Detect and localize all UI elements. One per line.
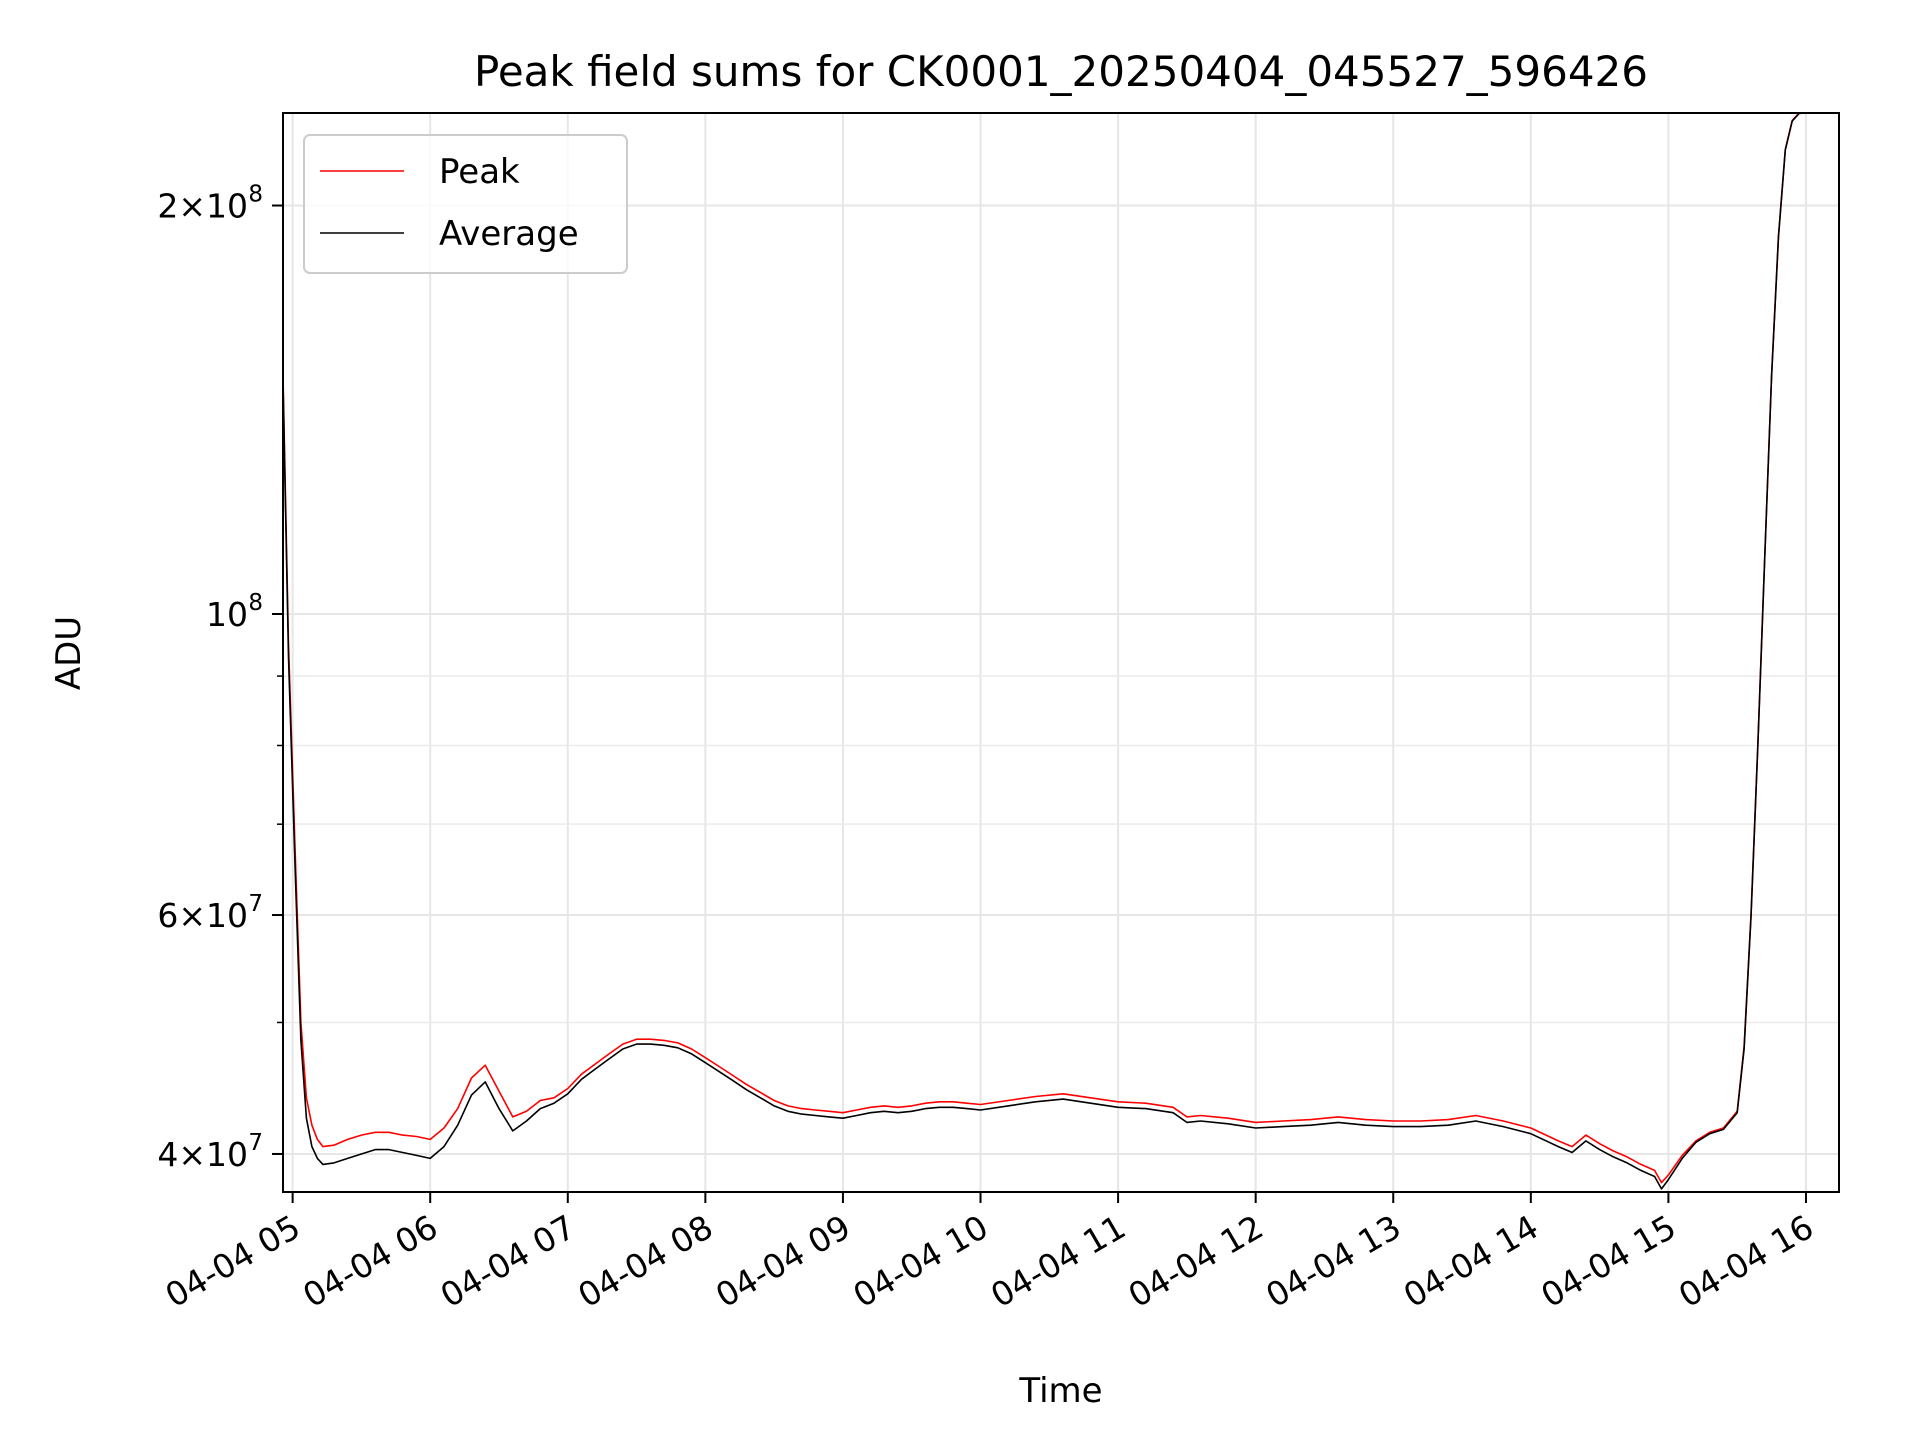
legend-label-average: Average	[439, 214, 579, 254]
y-tick-base: 2×10	[157, 187, 248, 226]
y-tick-exponent: 8	[248, 590, 263, 616]
y-tick-exponent: 7	[248, 1130, 263, 1156]
y-tick-base: 4×10	[157, 1135, 248, 1174]
y-tick-base: 6×10	[157, 896, 248, 935]
axes-frame	[282, 112, 1840, 1193]
y-tick-exponent: 8	[248, 182, 263, 208]
y-tick-label: 74×10	[157, 1130, 263, 1174]
grid	[283, 113, 1839, 1192]
y-tick-exponent: 7	[248, 891, 263, 917]
y-tick-label: 76×10	[157, 891, 263, 935]
series-line-average	[283, 113, 1807, 1190]
y-axis-label: ADU	[49, 616, 89, 690]
y-tick-base: 10	[206, 595, 248, 634]
legend-box	[303, 134, 628, 274]
x-axis-label: Time	[1018, 1371, 1102, 1411]
y-tick-label: 82×10	[157, 182, 263, 226]
legend: Peak Average	[303, 134, 628, 274]
y-tick-label: 810	[206, 590, 263, 634]
series-line-peak	[283, 113, 1806, 1184]
legend-label-peak: Peak	[439, 152, 520, 192]
chart-title: Peak field sums for CK0001_20250404_0455…	[474, 47, 1648, 96]
plot-area	[283, 113, 1807, 1190]
